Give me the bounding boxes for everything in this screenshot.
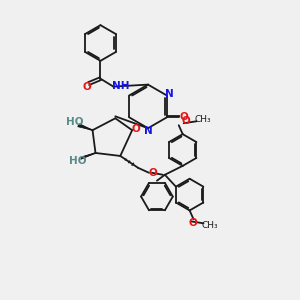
Text: HO: HO [66, 117, 83, 127]
Text: CH₃: CH₃ [201, 221, 218, 230]
Text: O: O [132, 124, 140, 134]
Text: N: N [144, 126, 152, 136]
Polygon shape [81, 153, 95, 159]
Text: O: O [179, 112, 188, 122]
Text: O: O [82, 82, 91, 92]
Text: O: O [188, 218, 197, 228]
Text: NH: NH [112, 81, 129, 91]
Text: O: O [148, 168, 157, 178]
Text: O: O [181, 116, 190, 126]
Text: CH₃: CH₃ [194, 115, 211, 124]
Text: HO: HO [69, 156, 86, 166]
Polygon shape [78, 124, 92, 130]
Text: N: N [164, 88, 173, 98]
